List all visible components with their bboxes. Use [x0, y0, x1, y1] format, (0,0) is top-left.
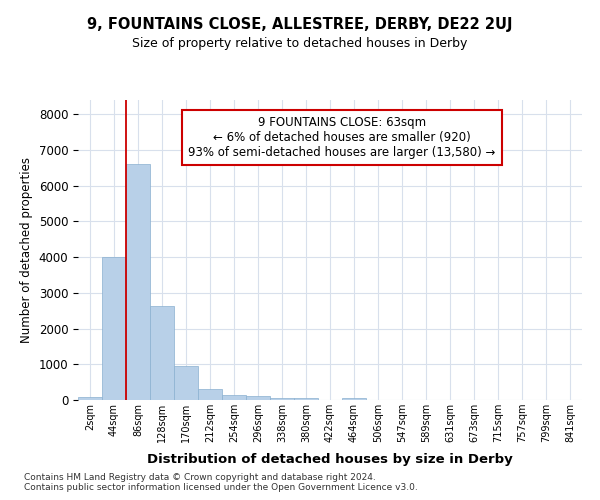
- Bar: [270, 398, 294, 400]
- Text: Contains HM Land Registry data © Crown copyright and database right 2024.
Contai: Contains HM Land Registry data © Crown c…: [24, 473, 418, 492]
- Bar: [222, 395, 246, 400]
- Bar: [198, 388, 222, 400]
- Bar: [78, 397, 102, 400]
- Bar: [246, 396, 270, 400]
- Bar: [126, 164, 150, 400]
- Bar: [294, 398, 318, 400]
- X-axis label: Distribution of detached houses by size in Derby: Distribution of detached houses by size …: [147, 454, 513, 466]
- Text: 9 FOUNTAINS CLOSE: 63sqm
← 6% of detached houses are smaller (920)
93% of semi-d: 9 FOUNTAINS CLOSE: 63sqm ← 6% of detache…: [188, 116, 496, 159]
- Text: 9, FOUNTAINS CLOSE, ALLESTREE, DERBY, DE22 2UJ: 9, FOUNTAINS CLOSE, ALLESTREE, DERBY, DE…: [87, 18, 513, 32]
- Text: Size of property relative to detached houses in Derby: Size of property relative to detached ho…: [133, 38, 467, 51]
- Bar: [150, 306, 174, 400]
- Bar: [342, 398, 366, 400]
- Y-axis label: Number of detached properties: Number of detached properties: [20, 157, 33, 343]
- Bar: [174, 366, 198, 400]
- Bar: [102, 257, 126, 400]
